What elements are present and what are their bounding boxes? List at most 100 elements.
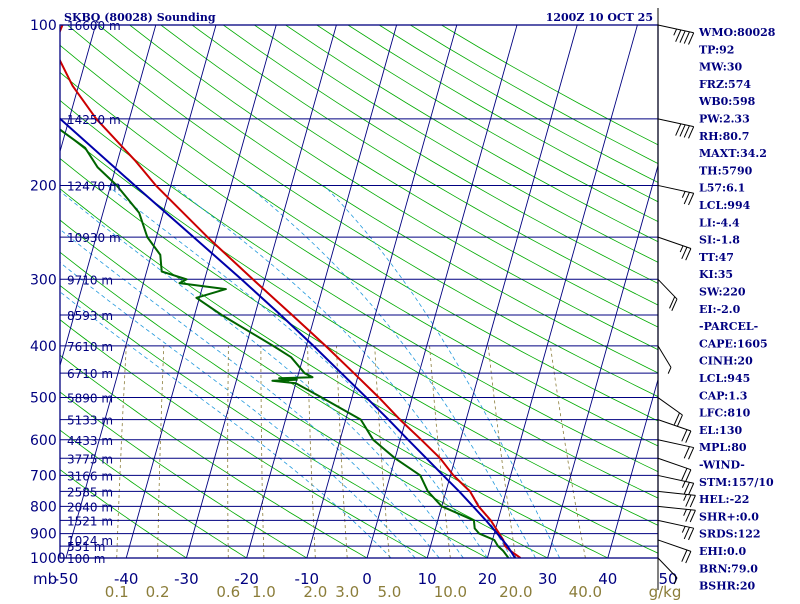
sounding-index: LCL:945 [699,372,750,385]
isotherm-line [307,25,457,558]
sounding-indices: WMO:80028 TP:92 MW:30 FRZ:574 WB0:598 PW:2.33… [698,26,776,593]
sounding-index: -WIND- [699,459,745,472]
sounding-index: WMO:80028 [698,26,776,39]
sounding-index: MW:30 [699,61,742,74]
sounding-index: SI:-1.8 [699,234,740,247]
moist-adiabat-line [0,185,391,558]
sounding-index: PW:2.33 [699,113,750,126]
height-label: 14250 m [67,113,121,127]
pressure-tick-label: 800 [30,499,57,515]
mixing-ratio-label: g/kg [649,583,682,600]
mixing-ratio-line [550,346,585,558]
height-label: 6710 m [67,367,113,381]
sounding-index: LFC:810 [699,407,751,420]
pressure-tick-label: 200 [30,178,57,194]
mixing-ratio-line [228,346,229,558]
mixing-ratio-line [117,346,127,558]
plot-border [60,25,658,558]
wind-barb [658,119,694,138]
dry-adiabat-line [0,25,427,558]
wind-barb [658,440,694,459]
sounding-index: L57:6.1 [699,182,745,195]
pressure-tick-label: 300 [30,272,57,288]
wind-barb [658,398,682,427]
height-label: 2585 m [67,485,113,499]
mixing-ratio-label: 0.2 [146,583,170,600]
mixing-ratio-label: 40.0 [569,583,602,600]
height-label: 9710 m [67,273,113,287]
wind-barb [658,458,691,481]
chart-frame [60,8,658,590]
sounding-index: -PARCEL- [699,320,758,333]
wind-barb [658,185,694,204]
pressure-tick-label: 400 [30,339,57,355]
height-label: 3775 m [67,452,113,466]
mixing-ratio-label: 2.0 [303,583,327,600]
height-label: 5890 m [67,392,113,406]
temperature-tick-label: 30 [538,570,557,588]
sounding-index: SHR+:0.0 [699,510,759,523]
height-label: 2040 m [67,500,113,514]
moist-adiabat-line [173,185,512,558]
isotherm-line [247,25,397,558]
sounding-index: EHI:0.0 [699,545,746,558]
wind-barb [658,540,691,563]
mixing-ratio-label: 0.1 [105,583,129,600]
dry-adiabat-line [67,25,800,558]
mixing-ratio-line [158,346,164,558]
wind-barb [658,279,677,310]
height-label: 1521 m [67,514,113,528]
sounding-index: FRZ:574 [699,78,751,91]
temperature-tick-label: -30 [174,570,199,588]
wind-barb [658,237,691,260]
height-label: 7610 m [67,340,113,354]
sounding-index: LCL:994 [699,199,751,212]
mixing-ratio-label: 20.0 [499,583,532,600]
sounding-index: SRDS:122 [699,528,761,541]
pressure-tick-label: 100 [30,18,57,34]
sounding-index: CAP:1.3 [699,389,747,402]
height-label: 5133 m [67,414,113,428]
dry-adiabat-line [5,25,800,558]
temperature-tick-label: 0 [362,570,372,588]
sounding-index: LI:-4.4 [699,216,740,229]
wind-barb [658,520,694,539]
sounding-index: EI:-2.0 [699,303,741,316]
sounding-index: CINH:20 [699,355,753,368]
mixing-ratio-label: 0.6 [216,583,240,600]
sounding-index: SW:220 [699,286,746,299]
sounding-index: HEL:-22 [699,493,749,506]
moist-adiabat-line [107,185,487,558]
pressure-tick-label: 900 [30,527,57,543]
sounding-index: TH:5790 [699,164,753,177]
mixing-ratio-line [261,346,264,558]
sounding-index: BRN:79.0 [699,562,758,575]
pressure-tick-label: 1000 [30,551,66,567]
isotherm-line [367,25,517,558]
pressure-tick-label: 500 [30,391,57,407]
isotherm-line [548,25,698,558]
adiabat-lines [0,25,800,558]
mixing-ratio-label: 5.0 [377,583,401,600]
isotherm-line [427,25,577,558]
wind-barb [658,346,671,374]
sounding-index: STM:157/10 [699,476,774,489]
height-label: 4433 m [67,434,113,448]
sounding-index: WB0:598 [698,95,756,108]
dry-adiabat-line [36,25,800,558]
wind-barb [658,25,694,44]
height-label: 10930 m [67,231,121,245]
height-label: 3166 m [67,469,113,483]
pressure-tick-label: 600 [30,433,57,449]
height-label: 1024 m [67,534,113,548]
sounding-index: TT:47 [699,251,734,264]
isotherm-line [186,25,336,558]
height-label: 12470 m [67,179,121,193]
sounding-index: BSHR:20 [699,580,755,593]
sounding-index: TP:92 [699,43,734,56]
pressure-tick-label: 700 [30,468,57,484]
sounding-index: CAPE:1605 [699,337,768,350]
sounding-index: KI:35 [699,268,733,281]
